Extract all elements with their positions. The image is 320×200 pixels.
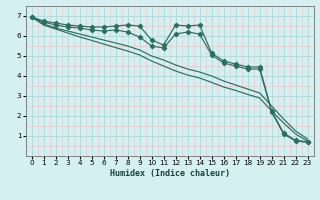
X-axis label: Humidex (Indice chaleur): Humidex (Indice chaleur)	[109, 169, 230, 178]
